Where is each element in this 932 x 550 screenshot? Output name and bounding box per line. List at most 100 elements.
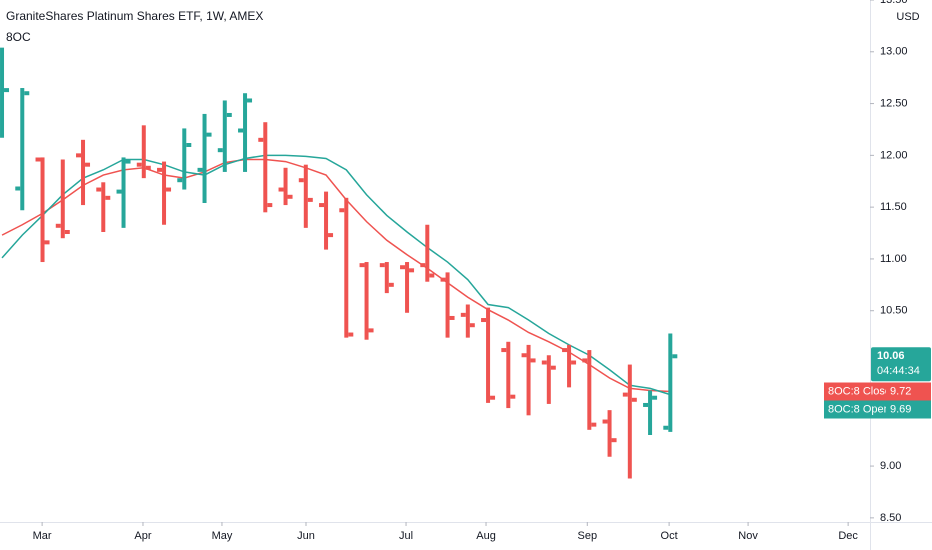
bar-open — [177, 178, 183, 183]
bar-open — [116, 189, 122, 194]
bar-range — [222, 100, 227, 172]
bar-range — [162, 161, 167, 225]
x-tick-label: Oct — [661, 530, 678, 542]
bar-open — [136, 162, 142, 167]
bar-open — [420, 263, 426, 268]
bar-open — [319, 203, 325, 208]
bar-open — [76, 153, 82, 158]
bar-open — [238, 128, 244, 133]
last-price-box — [871, 347, 931, 382]
series-name-box — [824, 400, 886, 419]
bar-range — [121, 157, 126, 228]
bar-range — [465, 304, 470, 338]
x-tick-label: Aug — [476, 530, 496, 542]
bar-range — [648, 390, 653, 435]
bar-open — [157, 167, 163, 172]
bar-close — [287, 194, 293, 199]
bar-range — [546, 355, 551, 404]
bar-close — [591, 422, 597, 427]
series-value-label: 9.69 — [890, 403, 911, 415]
bar-close — [24, 91, 30, 96]
bar-open — [217, 148, 223, 153]
x-tick-label: Jun — [297, 530, 315, 542]
bar-range — [384, 262, 389, 294]
series-value-box — [886, 382, 931, 401]
bar-range — [567, 344, 572, 388]
bar-range — [445, 272, 450, 338]
bar-range — [182, 128, 187, 190]
bar-close — [247, 98, 253, 103]
bar-open — [481, 318, 487, 323]
moving-average-line — [1, 158, 671, 393]
y-tick-label: 12.00 — [880, 149, 908, 161]
bar-range — [202, 113, 207, 203]
bar-open — [663, 425, 669, 430]
last-price-label: 10.06 — [877, 350, 905, 362]
bar-close — [611, 438, 617, 443]
x-tick-label: Nov — [738, 530, 758, 542]
bar-range — [20, 88, 25, 211]
series-value-label: 9.72 — [890, 385, 911, 397]
bar-close — [510, 394, 516, 399]
y-tick-label: 8.50 — [880, 512, 901, 524]
series-name-label: 8OC:8 Close — [828, 385, 891, 397]
x-tick-label: Dec — [838, 530, 858, 542]
bar-range — [486, 307, 491, 403]
bar-range — [243, 93, 248, 172]
bar-close — [652, 395, 658, 400]
series-name-label: 8OC:8 Open — [828, 403, 890, 415]
bar-range — [0, 47, 5, 138]
x-tick-label: Sep — [578, 530, 598, 542]
bar-range — [506, 341, 511, 409]
indicator-name: 8OC — [6, 30, 31, 44]
bar-open — [359, 263, 365, 268]
bar-close — [85, 162, 91, 167]
bar-range — [141, 125, 146, 179]
y-tick-label: 13.50 — [880, 0, 908, 6]
bar-range — [60, 159, 65, 239]
x-tick-label: Apr — [134, 530, 151, 542]
bar-open — [197, 167, 203, 172]
bar-close — [449, 315, 455, 320]
bar-close — [530, 358, 536, 363]
bar-close — [490, 395, 496, 400]
bar-close — [145, 165, 151, 170]
bar-open — [258, 137, 264, 142]
series-value-box — [886, 400, 931, 419]
bar-range — [303, 164, 308, 228]
bar-close — [226, 112, 232, 117]
bar-close — [64, 230, 70, 234]
x-tick-label: Jul — [399, 530, 413, 542]
bar-close — [469, 323, 475, 328]
bar-close — [307, 197, 313, 202]
bar-open — [501, 348, 507, 353]
bar-range — [425, 224, 430, 282]
bar-open — [521, 353, 527, 358]
bar-open — [562, 348, 568, 353]
bar-range — [324, 191, 329, 250]
moving-average-line — [1, 154, 671, 396]
bar-range — [607, 410, 612, 457]
bar-open — [602, 419, 608, 424]
bar-open — [460, 312, 466, 317]
bar-open — [278, 187, 284, 192]
bar-range — [263, 122, 268, 213]
bar-close — [166, 187, 172, 192]
bar-close — [631, 397, 637, 402]
bar-close — [672, 354, 678, 359]
bar-close — [125, 159, 131, 164]
chart-title: GraniteShares Platinum Shares ETF, 1W, A… — [6, 9, 263, 23]
bar-range — [40, 157, 45, 263]
bar-range — [526, 344, 531, 416]
bar-open — [339, 208, 345, 213]
bar-range — [101, 182, 106, 232]
bar-open — [96, 187, 102, 192]
series-name-box — [824, 382, 886, 401]
bar-range — [668, 333, 673, 432]
bar-close — [328, 233, 334, 238]
bar-close — [550, 365, 556, 370]
bar-close — [429, 273, 435, 278]
bar-close — [44, 240, 50, 245]
